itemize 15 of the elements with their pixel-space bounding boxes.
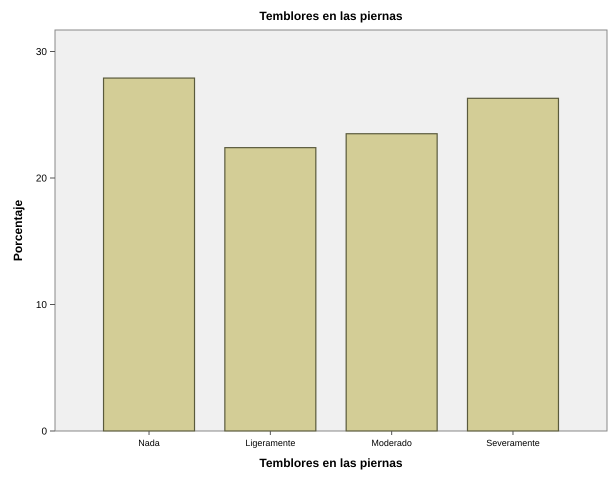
bar: [466, 98, 560, 432]
x-tick-label: Ligeramente: [245, 438, 296, 448]
y-axis-title: Porcentaje: [11, 199, 25, 262]
y-tick-label: 30: [36, 47, 48, 58]
bar: [224, 147, 316, 432]
x-tick-label: Severamente: [486, 438, 540, 448]
y-tick-label: 0: [41, 426, 48, 438]
y-tick-label: 20: [36, 174, 48, 185]
x-axis-title: Temblores en las piernas: [259, 456, 403, 470]
bar: [102, 77, 196, 432]
x-tick-label: Nada: [138, 438, 160, 448]
x-tick-label: Moderado: [371, 438, 412, 448]
bar: [346, 133, 438, 432]
chart-title: Temblores en las piernas: [259, 9, 403, 23]
y-tick-label: 10: [36, 300, 48, 311]
